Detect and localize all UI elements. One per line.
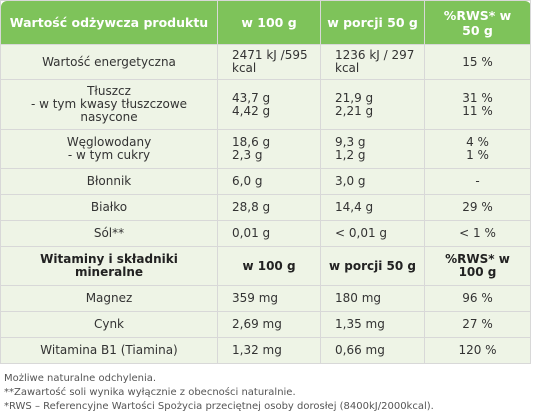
row-value-portion: 180 mg [320, 285, 425, 312]
row-value-100g: 2471 kJ /595 kcal [217, 44, 321, 80]
row-value-100g: 43,7 g 4,42 g [217, 79, 321, 130]
row-value-100g: 2,69 mg [217, 311, 321, 338]
row-name: Białko [0, 194, 218, 221]
row-value-rws: 27 % [424, 311, 531, 338]
footnote-deviation: Możliwe naturalne odchylenia. [4, 373, 157, 384]
table-row: Sól** 0,01 g < 0,01 g < 1 % [0, 220, 531, 247]
row-value-rws: 15 % [424, 44, 531, 80]
header-rws: %RWS* w 50 g [424, 0, 531, 45]
header-rws-line1: %RWS* w [443, 7, 512, 23]
table-header-row: Wartość odżywcza produktu w 100 g w porc… [0, 0, 531, 45]
row-name: Tłuszcz - w tym kwasy tłuszczowe nasycone [0, 79, 218, 130]
row-value-rws: 96 % [424, 285, 531, 312]
row-value-portion: 21,9 g 2,21 g [320, 79, 425, 130]
footnotes: Możliwe naturalne odchylenia. **Zawartoś… [4, 372, 434, 414]
row-value-rws: - [424, 168, 531, 195]
subheader-per-portion: w porcji 50 g [320, 246, 425, 286]
header-per-100g: w 100 g [217, 0, 321, 45]
row-value-portion: < 0,01 g [320, 220, 425, 247]
row-value-100g: 1,32 mg [217, 337, 321, 364]
row-value-rws: 29 % [424, 194, 531, 221]
subheader-rws: %RWS* w 100 g [424, 246, 531, 286]
row-value-portion: 0,66 mg [320, 337, 425, 364]
row-name: Węglowodany - w tym cukry [0, 129, 218, 169]
row-name: Błonnik [0, 168, 218, 195]
row-value-rws: < 1 % [424, 220, 531, 247]
row-name: Sól** [0, 220, 218, 247]
table-row: Wartość energetyczna 2471 kJ /595 kcal 12… [0, 44, 531, 80]
row-value-portion: 14,4 g [320, 194, 425, 221]
row-name: Witamina B1 (Tiamina) [0, 337, 218, 364]
row-value-portion: 1236 kJ / 297 kcal [320, 44, 425, 80]
row-value-rws: 4 % 1 % [424, 129, 531, 169]
row-value-rws: 31 % 11 % [424, 79, 531, 130]
minerals-subheader-row: Witaminy i składniki mineralne w 100 g w … [0, 246, 531, 286]
row-value-rws: 120 % [424, 337, 531, 364]
table-row: Witamina B1 (Tiamina) 1,32 mg 0,66 mg 12… [0, 337, 531, 364]
table-row: Białko 28,8 g 14,4 g 29 % [0, 194, 531, 221]
row-value-100g: 0,01 g [217, 220, 321, 247]
table-row: Węglowodany - w tym cukry 18,6 g 2,3 g 9,3… [0, 129, 531, 169]
header-rws-line2: 50 g [462, 22, 493, 38]
subheader-vitamins-minerals: Witaminy i składniki mineralne [0, 246, 218, 286]
row-value-100g: 359 mg [217, 285, 321, 312]
row-name: Magnez [0, 285, 218, 312]
nutrition-table: Wartość odżywcza produktu w 100 g w porc… [0, 0, 531, 364]
row-name: Wartość energetyczna [0, 44, 218, 80]
row-value-portion: 1,35 mg [320, 311, 425, 338]
table-row: Cynk 2,69 mg 1,35 mg 27 % [0, 311, 531, 338]
table-row: Tłuszcz - w tym kwasy tłuszczowe nasycone … [0, 79, 531, 130]
header-per-portion: w porcji 50 g [320, 0, 425, 45]
row-value-portion: 9,3 g 1,2 g [320, 129, 425, 169]
row-value-100g: 28,8 g [217, 194, 321, 221]
row-name: Cynk [0, 311, 218, 338]
row-value-100g: 6,0 g [217, 168, 321, 195]
footnote-rws: *RWS – Referencyjne Wartości Spożycia pr… [4, 401, 434, 412]
table-row: Błonnik 6,0 g 3,0 g - [0, 168, 531, 195]
subheader-per-100g: w 100 g [217, 246, 321, 286]
row-value-100g: 18,6 g 2,3 g [217, 129, 321, 169]
footnote-salt: **Zawartość soli wynika wyłącznie z obec… [4, 387, 296, 398]
table-row: Magnez 359 mg 180 mg 96 % [0, 285, 531, 312]
header-nutrition-value: Wartość odżywcza produktu [0, 0, 218, 45]
row-value-portion: 3,0 g [320, 168, 425, 195]
